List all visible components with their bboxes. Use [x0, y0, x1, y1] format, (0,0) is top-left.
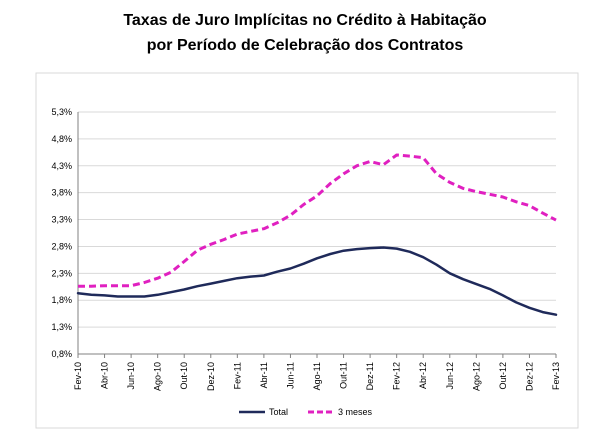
x-tick-label: Fev-11 — [232, 362, 242, 389]
legend-label-total: Total — [269, 407, 288, 417]
x-tick-label: Dez-10 — [206, 362, 216, 391]
x-tick-label: Dez-12 — [524, 362, 534, 391]
series-lines — [76, 153, 558, 316]
y-tick-label: 3,3% — [51, 215, 72, 225]
x-tick-label: Jun-10 — [126, 362, 136, 390]
y-tick-label: 5,3% — [51, 107, 72, 117]
chart-title: Taxas de Juro Implícitas no Crédito à Ha… — [0, 8, 610, 58]
series-line-total — [76, 246, 558, 316]
y-tick-label: 1,8% — [51, 295, 72, 305]
x-tick-label: Ago-10 — [153, 362, 163, 391]
x-tick-label: Dez-11 — [365, 362, 375, 390]
legend: Total 3 meses — [239, 407, 373, 417]
y-tick-label: 4,3% — [51, 161, 72, 171]
chart-title-line-2: por Período de Celebração dos Contratos — [146, 37, 464, 54]
x-tick-label: Ago-12 — [471, 362, 481, 391]
x-tick-label: Abr-10 — [100, 362, 110, 389]
y-tick-label: 4,8% — [51, 134, 72, 144]
x-tick-label: Jun-11 — [285, 362, 295, 389]
axes: 0,8% 1,3% 1,8% 2,3% 2,8% 3,3% 3,8% 4,3% 4,8% 5,3%… — [51, 107, 561, 391]
y-tick-label: 2,3% — [51, 268, 72, 278]
x-tick-label: Out-10 — [179, 362, 189, 390]
x-tick-label: Fev-13 — [551, 362, 561, 390]
x-tick-label: Abr-12 — [418, 362, 428, 389]
x-tick-label: Fev-10 — [73, 362, 83, 390]
y-tick-label: 3,8% — [51, 188, 72, 198]
gridlines — [78, 111, 556, 328]
chart-frame — [35, 72, 579, 429]
y-tick-label: 2,8% — [51, 241, 72, 251]
y-tick-label: 0,8% — [51, 349, 72, 359]
series-line-3-meses — [78, 153, 557, 288]
chart-title-line-1: Taxas de Juro Implícitas no Crédito à Ha… — [123, 12, 487, 29]
y-tick-label: 1,3% — [51, 322, 72, 332]
x-tick-label: Abr-11 — [259, 362, 269, 388]
x-tick-label: Out-12 — [498, 362, 508, 390]
legend-label-3-meses: 3 meses — [338, 407, 373, 417]
x-tick-label: Jun-12 — [445, 362, 455, 390]
x-tick-label: Fev-12 — [392, 362, 402, 390]
x-tick-label: Out-11 — [339, 362, 349, 389]
x-tick-label: Ago-11 — [312, 362, 322, 390]
